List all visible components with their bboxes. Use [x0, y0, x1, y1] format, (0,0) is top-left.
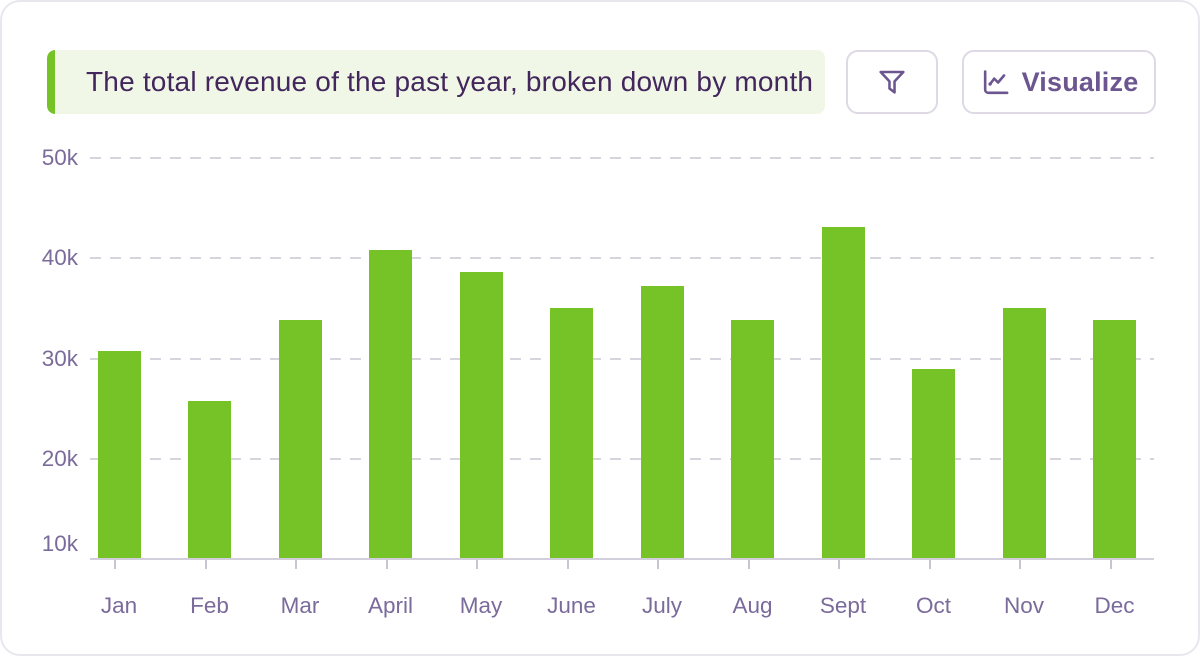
filter-button[interactable]	[846, 50, 938, 114]
x-axis-tick	[476, 560, 478, 569]
x-axis-tick	[114, 560, 116, 569]
x-axis-label-may: May	[459, 593, 503, 618]
bar-dec[interactable]	[1093, 320, 1136, 558]
x-axis-label-june: June	[547, 593, 596, 618]
gridline	[90, 157, 1154, 159]
bar-june[interactable]	[550, 308, 593, 558]
y-axis-tick-label: 20k	[41, 445, 78, 471]
bar-mar[interactable]	[278, 320, 322, 558]
x-axis-tick	[928, 560, 931, 569]
gridline	[90, 257, 1154, 260]
bar-july[interactable]	[640, 286, 684, 558]
x-axis-label-jan: Jan	[100, 593, 138, 618]
chart-line-icon	[980, 67, 1011, 98]
bar-aug[interactable]	[731, 320, 774, 558]
x-axis-tick	[204, 560, 207, 569]
x-axis-label-july: July	[641, 593, 682, 618]
y-axis-tick-label: 40k	[41, 245, 78, 271]
x-axis-tick	[295, 560, 297, 569]
y-axis-tick-label: 30k	[41, 345, 78, 371]
bar-oct[interactable]	[912, 368, 955, 558]
x-axis-label-oct: Oct	[915, 593, 951, 618]
x-axis-tick	[566, 560, 569, 569]
x-axis-label-april: April	[367, 593, 413, 618]
bar-may[interactable]	[459, 272, 503, 558]
x-axis-tick	[657, 560, 659, 569]
query-banner: The total revenue of the past year, brok…	[47, 50, 825, 114]
y-axis-tick-label: 10k	[41, 531, 78, 556]
gridline	[90, 357, 1154, 360]
x-axis-tick	[1109, 560, 1112, 569]
x-axis-tick	[747, 560, 750, 569]
bar-april[interactable]	[369, 250, 412, 558]
visualize-button-label: Visualize	[1021, 66, 1139, 97]
bar-nov[interactable]	[1002, 308, 1046, 558]
x-axis-label-aug: Aug	[732, 593, 773, 618]
x-axis-label-dec: Dec	[1094, 593, 1135, 618]
funnel-icon	[876, 66, 908, 98]
gridline	[90, 457, 1154, 460]
x-axis-label-mar: Mar	[280, 593, 320, 618]
x-axis-tick	[385, 560, 388, 569]
query-text: The total revenue of the past year, brok…	[86, 66, 814, 97]
bar-feb[interactable]	[188, 400, 231, 558]
bar-jan[interactable]	[97, 351, 141, 558]
y-axis-tick-label: 50k	[41, 145, 78, 170]
x-axis-label-sept: Sept	[819, 593, 867, 618]
x-axis-label-feb: Feb	[190, 593, 229, 618]
x-axis-label-nov: Nov	[1003, 593, 1044, 618]
x-axis-tick	[838, 560, 840, 569]
bar-sept[interactable]	[821, 227, 865, 558]
x-axis-line	[90, 558, 1154, 560]
x-axis-tick	[1019, 560, 1021, 569]
visualize-button[interactable]: Visualize	[962, 50, 1156, 114]
query-accent-bar	[47, 50, 55, 114]
